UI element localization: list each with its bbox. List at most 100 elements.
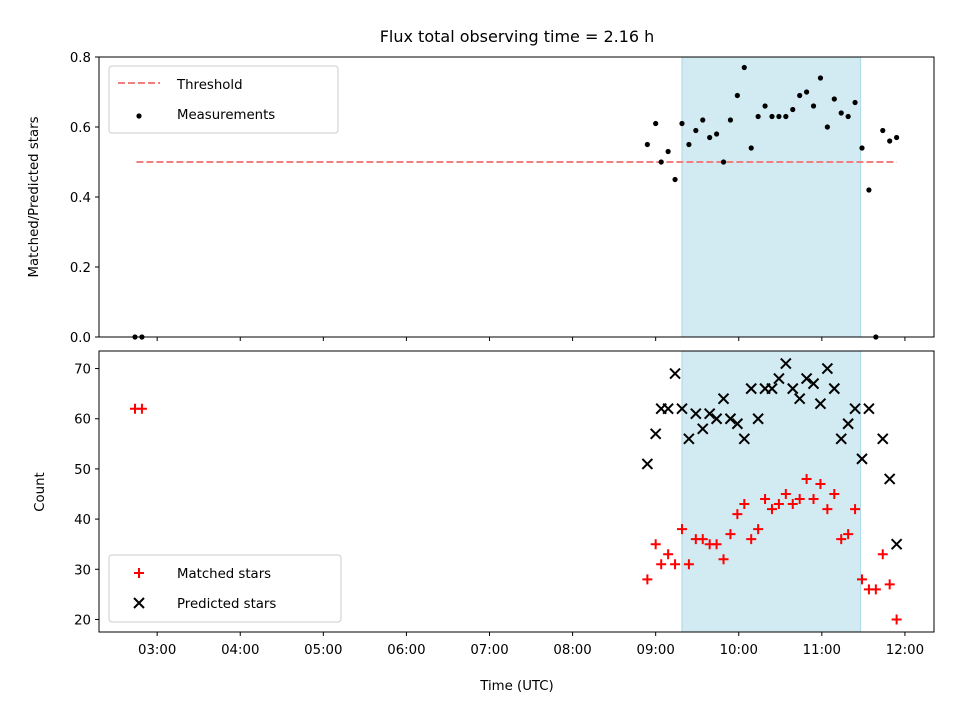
predicted-star-point [807, 377, 820, 390]
y-tick-label: 60 [74, 413, 91, 428]
predicted-star-point [710, 413, 723, 425]
measurement-point [783, 113, 789, 120]
matched-star-point [676, 524, 687, 535]
y-tick-label: 0.8 [70, 51, 91, 66]
observing-window-shade [681, 56, 862, 338]
observing-window-shade [681, 350, 862, 633]
measurement-point [644, 141, 650, 148]
measurement-point [824, 124, 830, 130]
matched-star-point [683, 559, 694, 570]
x-tick-label: 09:00 [637, 643, 675, 658]
predicted-star-point [641, 458, 654, 470]
matched-star-point [732, 509, 743, 520]
predicted-star-point [690, 408, 702, 420]
predicted-star-point [780, 357, 792, 370]
measurement-point [797, 92, 803, 99]
legend-threshold-label: Threshold [176, 78, 243, 93]
matched-star-point [136, 403, 147, 414]
predicted-star-point [676, 402, 688, 415]
matched-star-point [711, 539, 722, 550]
matched-star-point [850, 504, 861, 515]
legend-predicted-label: Predicted stars [177, 597, 276, 612]
measurement-point [727, 117, 734, 123]
measurement-point [866, 187, 872, 193]
measurement-point [887, 138, 893, 144]
measurement-point [734, 92, 740, 99]
measurement-point [762, 103, 768, 109]
matched-star-point [650, 539, 661, 550]
chart-title: Flux total observing time = 2.16 h [380, 27, 655, 46]
measurement-point [838, 110, 844, 116]
y-tick-label: 50 [74, 463, 91, 478]
measurement-point [686, 141, 692, 148]
predicted-star-point [738, 433, 750, 445]
measurement-point [748, 145, 754, 151]
matched-star-point [663, 549, 674, 560]
legend-box [108, 65, 339, 134]
x-tick-label: 10:00 [720, 643, 758, 658]
x-tick-label: 03:00 [138, 643, 176, 658]
measurement-point [672, 176, 678, 183]
legend-box [108, 554, 342, 623]
axes-frame [98, 350, 935, 633]
predicted-star-point [856, 453, 868, 465]
legend-matched-swatch [134, 568, 144, 578]
matched-star-point [725, 529, 736, 540]
predicted-star-point [828, 382, 841, 395]
predicted-star-point [697, 423, 709, 435]
y-tick-label: 0.0 [70, 331, 91, 346]
predicted-star-point [800, 372, 813, 385]
predicted-star-point [683, 433, 695, 445]
matched-star-point [760, 494, 771, 505]
predicted-star-point [752, 413, 764, 425]
predicted-star-point [724, 413, 737, 425]
measurement-point [713, 131, 720, 137]
measurement-point [880, 127, 886, 134]
measurement-point [804, 89, 810, 95]
predicted-star-point [835, 433, 847, 445]
bottom-panel: 20 30 40 50 60 70 03:00 04:00 05:00 06:00 07:00 08:… [74, 350, 935, 658]
matched-star-point [766, 504, 777, 515]
measurement-point [894, 134, 900, 141]
top-y-axis-label: Matched/Predicted stars [27, 116, 42, 277]
measurement-point [831, 96, 837, 102]
matched-star-point [656, 559, 667, 570]
measurement-point [700, 117, 706, 123]
matched-star-point [891, 614, 902, 625]
predicted-star-point [773, 372, 785, 385]
x-tick-label: 06:00 [387, 643, 425, 658]
legend-measurements-swatch [136, 113, 142, 119]
measurement-point [658, 159, 664, 165]
matched-star-point [670, 559, 681, 570]
matched-star-point [739, 499, 750, 510]
matched-star-point [884, 579, 895, 590]
x-tick-label: 08:00 [553, 643, 591, 658]
matched-star-point [877, 549, 888, 560]
predicted-star-point [863, 402, 875, 415]
matched-star-point [822, 504, 833, 515]
matched-star-point [801, 473, 812, 484]
measurement-point [852, 99, 858, 106]
matched-star-point [697, 534, 708, 545]
predicted-star-point [703, 408, 716, 420]
matched-star-point [808, 494, 819, 505]
measurement-point [741, 64, 747, 71]
measurement-point [859, 145, 865, 151]
predicted-star-point [890, 538, 903, 550]
y-tick-label: 40 [74, 513, 91, 528]
matched-star-point [794, 494, 805, 505]
legend-matched-label: Matched stars [177, 567, 271, 582]
predicted-star-point [821, 362, 834, 375]
predicted-star-point [731, 418, 744, 430]
matched-star-point [746, 534, 757, 545]
measurement-point [817, 75, 824, 81]
matched-star-point [829, 489, 840, 500]
measurement-point [776, 113, 782, 120]
measurement-point [665, 148, 671, 155]
y-tick-label: 70 [74, 363, 91, 378]
measurement-point [720, 159, 727, 165]
predicted-star-point [766, 382, 778, 395]
matched-star-point [642, 574, 653, 585]
y-tick-label: 0.4 [70, 191, 91, 206]
y-tick-label: 0.6 [70, 121, 91, 136]
